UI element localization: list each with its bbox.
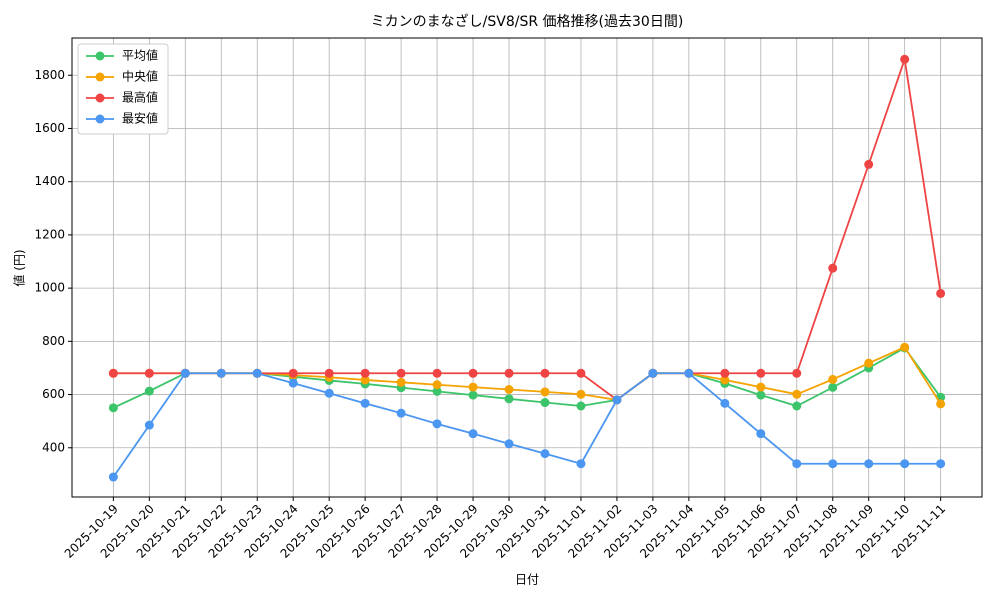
point [468,429,478,439]
point [108,472,118,482]
legend-label: 中央値 [122,69,158,84]
point [360,398,370,408]
point [360,375,370,385]
legend-label: 最安値 [122,111,158,126]
point [936,288,946,298]
y-tick-label: 1000 [34,281,65,295]
point [756,368,766,378]
point [432,419,442,429]
point [792,459,802,469]
chart-title: ミカンのまなざし/SV8/SR 価格推移(過去30日間) [371,13,684,30]
point [648,368,658,378]
legend-label: 最高値 [122,90,158,105]
series-line [112,372,941,478]
point [540,368,550,378]
point [432,380,442,390]
y-tick-label: 1600 [34,121,65,135]
point [828,459,838,469]
point [540,449,550,459]
point [576,459,586,469]
point [612,395,622,405]
point [108,403,118,413]
point [432,368,442,378]
point [432,386,442,396]
y-tick-label: 1200 [34,227,65,241]
point [864,159,874,169]
point [396,408,406,418]
point [540,398,550,408]
point [216,368,226,378]
point [792,389,802,399]
point [792,368,802,378]
point [756,429,766,439]
y-tick-label: 800 [42,334,65,348]
y-tick-label: 1400 [34,174,65,188]
point [288,368,298,378]
point [252,368,262,378]
point [720,398,730,408]
point [396,368,406,378]
legend-marker [95,93,105,103]
point [540,387,550,397]
point [108,368,118,378]
legend-box [77,43,169,135]
point [468,382,478,392]
series-line [112,346,942,409]
point [396,377,406,387]
legend-marker [95,114,105,124]
point [468,368,478,378]
legend-marker [95,72,105,82]
point [576,401,586,411]
y-tick-label: 600 [42,387,65,401]
point [828,374,838,384]
plot-frame [71,37,983,498]
point [324,368,334,378]
point [576,368,586,378]
point [756,382,766,392]
point [900,342,910,352]
point [936,399,946,409]
point [684,368,694,378]
point [468,390,478,400]
series-line [113,58,942,401]
point [720,368,730,378]
point [828,382,838,392]
point [864,358,874,368]
legend-label: 平均値 [122,48,158,63]
point [324,388,334,398]
point [756,390,766,400]
legend-marker [95,51,105,61]
point [144,368,154,378]
point [180,368,190,378]
point [900,54,910,64]
x-axis-label: 日付 [515,573,539,587]
point [360,368,370,378]
point [288,378,298,388]
point [504,394,514,404]
point [504,368,514,378]
y-axis-label: 値 (円) [12,249,27,286]
point [720,375,730,385]
point [504,385,514,395]
point [900,459,910,469]
point [828,263,838,273]
point [144,420,154,430]
point [144,386,154,396]
point [936,459,946,469]
point [504,439,514,449]
point [576,389,586,399]
point [792,401,802,411]
point [864,459,874,469]
y-tick-label: 1800 [34,68,65,82]
y-tick-label: 400 [42,440,65,454]
